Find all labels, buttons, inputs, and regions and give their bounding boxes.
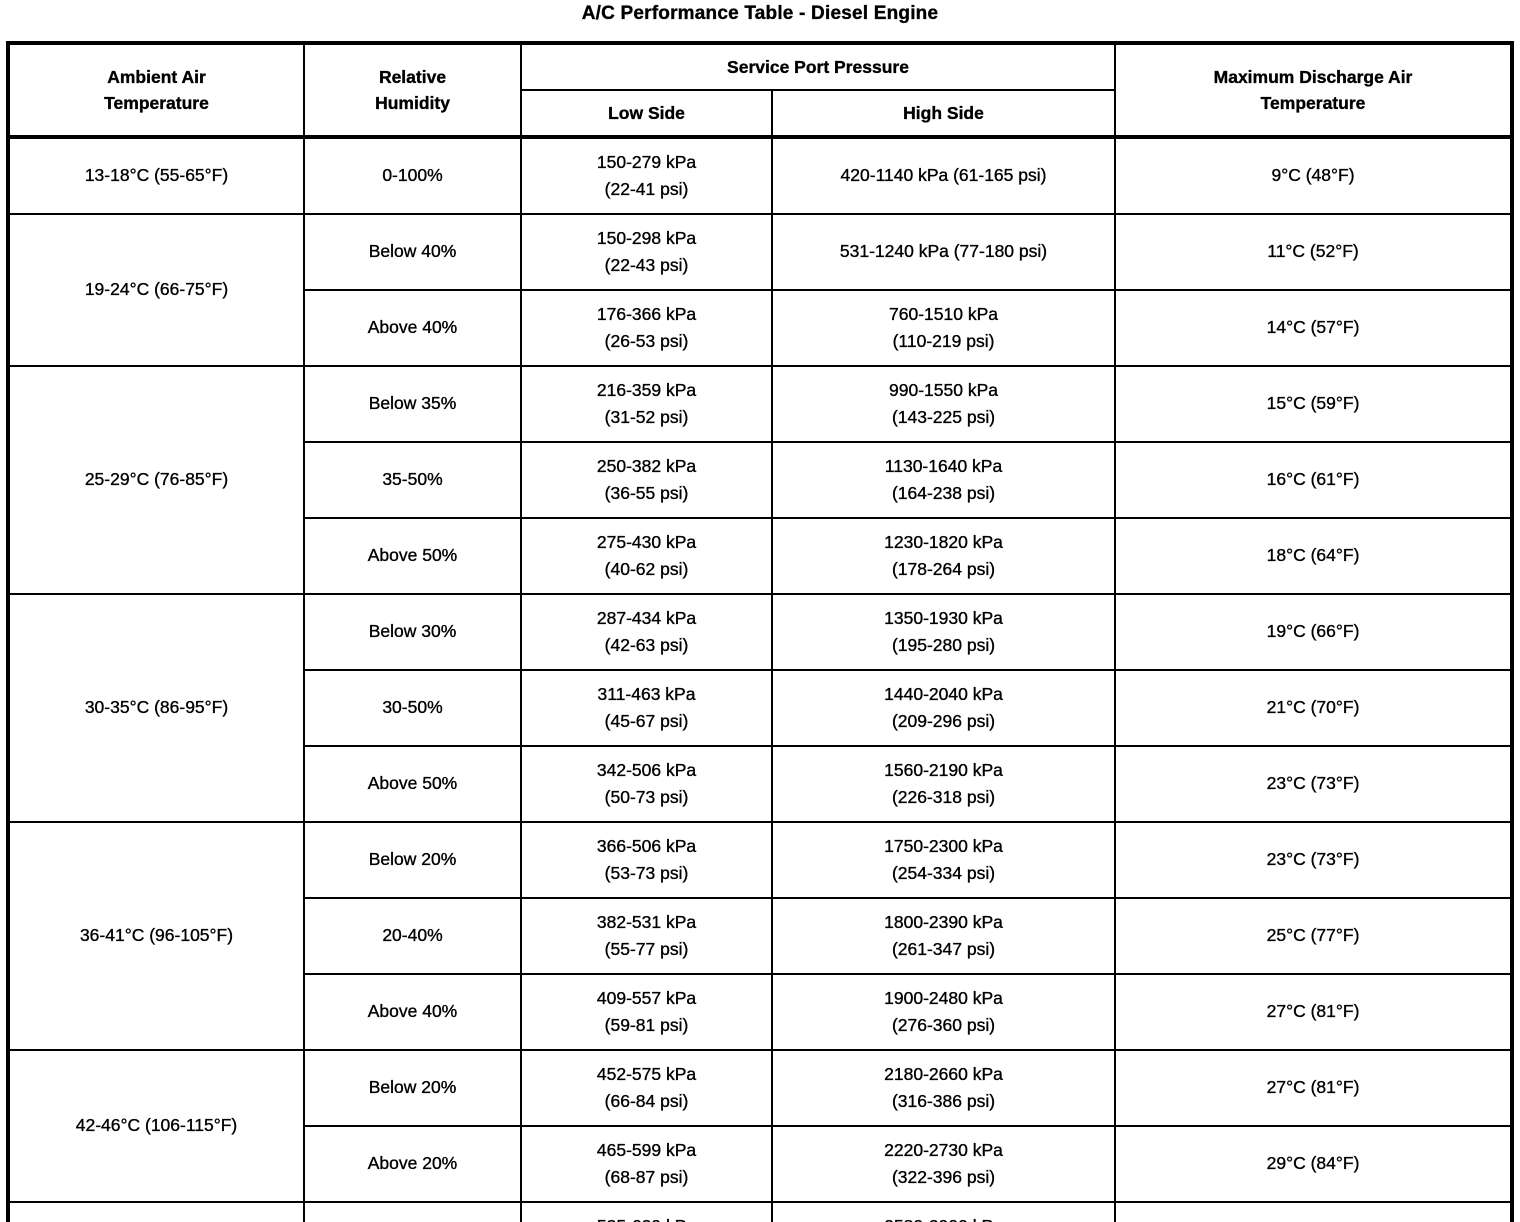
humidity-cell: Below 30% [303,1201,522,1222]
discharge-temp-cell: 9°C (48°F) [1114,136,1514,215]
table-row: Above 40% 409-557 kPa (59-81 psi) 1900-2… [8,973,1514,1051]
humidity-cell: Below 40% [303,213,522,291]
table-row: 47-49°C (116-120°F) Below 30% 535-629 kP… [7,1201,1514,1222]
low-side-cell: 150-279 kPa (22-41 psi) [520,136,773,215]
table-row: 30-35°C (86-95°F) Below 30% 287-434 kPa … [7,593,1514,823]
discharge-temp-cell: 14°C (57°F) [1114,289,1514,367]
discharge-temp-cell: 16°C (61°F) [1114,441,1514,519]
humidity-cell: Below 30% [303,593,522,671]
discharge-temp-cell: 27°C (81°F) [1114,1049,1514,1127]
discharge-temp-cell: 21°C (70°F) [1114,669,1514,747]
table-row: Above 50% 275-430 kPa (40-62 psi) 1230-1… [8,517,1514,595]
ac-performance-table: Ambient Air Temperature Relative Humidit… [6,41,1515,1222]
high-side-cell: 990-1550 kPa (143-225 psi) [770,365,1117,443]
high-side-cell: 1350-1930 kPa (195-280 psi) [770,593,1117,671]
humidity-cell: Above 40% [303,289,522,367]
ambient-temp-cell: 36-41°C (96-105°F) [7,821,305,1051]
high-side-cell: 1560-2190 kPa (226-318 psi) [770,745,1117,823]
table-row: 30-50% 311-463 kPa (45-67 psi) 1440-2040… [8,669,1514,747]
high-side-cell: 1900-2480 kPa (276-360 psi) [770,973,1117,1051]
table-row: 42-46°C (106-115°F) Below 20% 452-575 kP… [7,1049,1514,1203]
ambient-temp-cell: 42-46°C (106-115°F) [7,1049,305,1203]
low-side-cell: 150-298 kPa (22-43 psi) [520,213,773,291]
high-side-cell: 420-1140 kPa (61-165 psi) [770,136,1117,215]
table-row: 20-40% 382-531 kPa (55-77 psi) 1800-2390… [8,897,1514,975]
humidity-cell: Below 35% [303,365,522,443]
low-side-cell: 250-382 kPa (36-55 psi) [520,441,773,519]
header-low-side: Low Side [520,89,773,139]
low-side-cell: 342-506 kPa (50-73 psi) [520,745,773,823]
high-side-cell: 1750-2300 kPa (254-334 psi) [770,821,1117,899]
low-side-cell: 409-557 kPa (59-81 psi) [520,973,773,1051]
low-side-cell: 311-463 kPa (45-67 psi) [520,669,773,747]
table-row: 25-29°C (76-85°F) Below 35% 216-359 kPa … [7,365,1514,595]
low-side-cell: 465-599 kPa (68-87 psi) [520,1125,773,1203]
ambient-temp-cell: 25-29°C (76-85°F) [7,365,305,595]
ambient-temp-cell: 13-18°C (55-65°F) [7,136,305,215]
ambient-temp-cell: 30-35°C (86-95°F) [7,593,305,823]
low-side-cell: 176-366 kPa (26-53 psi) [520,289,773,367]
ambient-temp-cell: 19-24°C (66-75°F) [7,213,305,367]
discharge-temp-cell: 23°C (73°F) [1114,821,1514,899]
table-body: 13-18°C (55-65°F) 0-100% 150-279 kPa (22… [7,136,1514,1222]
table-row: 35-50% 250-382 kPa (36-55 psi) 1130-1640… [8,441,1514,519]
discharge-temp-cell: 23°C (73°F) [1114,745,1514,823]
low-side-cell: 275-430 kPa (40-62 psi) [520,517,773,595]
low-side-cell: 452-575 kPa (66-84 psi) [520,1049,773,1127]
humidity-cell: Below 20% [303,821,522,899]
high-side-cell: 2220-2730 kPa (322-396 psi) [770,1125,1117,1203]
table-row: Above 50% 342-506 kPa (50-73 psi) 1560-2… [8,745,1514,823]
page-title: A/C Performance Table - Diesel Engine [581,3,939,24]
header-relative-humidity: Relative Humidity [303,42,522,139]
low-side-cell: 216-359 kPa (31-52 psi) [520,365,773,443]
low-side-cell: 382-531 kPa (55-77 psi) [520,897,773,975]
discharge-temp-cell: 29°C (84°F) [1114,1125,1514,1203]
table-row: 36-41°C (96-105°F) Below 20% 366-506 kPa… [7,821,1514,1051]
high-side-cell: 1230-1820 kPa (178-264 psi) [770,517,1117,595]
header-service-port-pressure: Service Port Pressure [519,42,1117,91]
humidity-cell: Below 20% [303,1049,522,1127]
high-side-cell: 760-1510 kPa (110-219 psi) [770,289,1117,367]
table-row: 13-18°C (55-65°F) 0-100% 150-279 kPa (22… [7,136,1514,215]
discharge-temp-cell: 18°C (64°F) [1114,517,1514,595]
high-side-cell: 531-1240 kPa (77-180 psi) [770,213,1117,291]
low-side-cell: 287-434 kPa (42-63 psi) [520,593,773,671]
table-row: 19-24°C (66-75°F) Below 40% 150-298 kPa … [7,213,1514,367]
humidity-cell: 0-100% [303,136,522,215]
table-row: Above 40% 176-366 kPa (26-53 psi) 760-15… [8,289,1514,367]
discharge-temp-cell: 27°C (81°F) [1114,973,1514,1051]
high-side-cell: 1130-1640 kPa (164-238 psi) [770,441,1117,519]
high-side-cell: 2580-2900 kPa (375-421 psi) [770,1201,1117,1222]
low-side-cell: 366-506 kPa (53-73 psi) [520,821,773,899]
table-header: Ambient Air Temperature Relative Humidit… [7,42,1514,139]
high-side-cell: 1440-2040 kPa (209-296 psi) [770,669,1117,747]
discharge-temp-cell: 30°C (86°F) [1114,1201,1514,1222]
high-side-cell: 2180-2660 kPa (316-386 psi) [770,1049,1117,1127]
header-ambient-air-temperature: Ambient Air Temperature [7,42,305,139]
humidity-cell: Above 40% [303,973,522,1051]
ambient-temp-cell: 47-49°C (116-120°F) [7,1201,305,1222]
humidity-cell: Above 50% [303,745,522,823]
humidity-cell: Above 20% [303,1125,522,1203]
humidity-cell: 35-50% [303,441,522,519]
humidity-cell: Above 50% [303,517,522,595]
discharge-temp-cell: 25°C (77°F) [1114,897,1514,975]
header-high-side: High Side [770,89,1117,139]
humidity-cell: 20-40% [303,897,522,975]
discharge-temp-cell: 15°C (59°F) [1114,365,1514,443]
discharge-temp-cell: 11°C (52°F) [1114,213,1514,291]
header-maximum-discharge-air-temperature: Maximum Discharge Air Temperature [1114,42,1514,139]
low-side-cell: 535-629 kPa (78-91 psi) [520,1201,773,1222]
high-side-cell: 1800-2390 kPa (261-347 psi) [770,897,1117,975]
humidity-cell: 30-50% [303,669,522,747]
table-row: Above 20% 465-599 kPa (68-87 psi) 2220-2… [8,1125,1514,1203]
discharge-temp-cell: 19°C (66°F) [1114,593,1514,671]
